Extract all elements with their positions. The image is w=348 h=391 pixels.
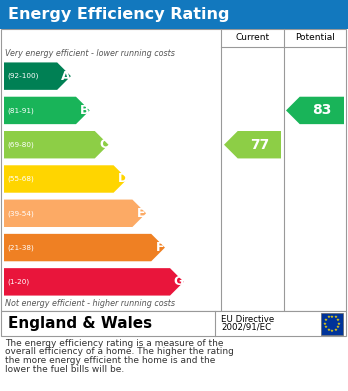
Bar — [1, 311, 346, 336]
Text: G: G — [174, 275, 184, 288]
Polygon shape — [286, 97, 344, 124]
Polygon shape — [4, 199, 146, 227]
Text: E: E — [137, 207, 145, 220]
Text: F: F — [156, 241, 164, 254]
Text: Very energy efficient - lower running costs: Very energy efficient - lower running co… — [5, 49, 175, 58]
Text: ★: ★ — [324, 325, 328, 329]
Polygon shape — [4, 234, 165, 261]
Polygon shape — [4, 268, 184, 296]
Text: EU Directive: EU Directive — [221, 315, 274, 324]
Text: A: A — [61, 70, 71, 83]
Text: ★: ★ — [324, 318, 328, 322]
Text: 83: 83 — [312, 104, 332, 117]
Text: (21-38): (21-38) — [7, 244, 34, 251]
Text: the more energy efficient the home is and the: the more energy efficient the home is an… — [5, 356, 215, 365]
Bar — [0, 0, 348, 29]
Text: (1-20): (1-20) — [7, 279, 29, 285]
Text: 2002/91/EC: 2002/91/EC — [221, 323, 271, 332]
Text: (92-100): (92-100) — [7, 73, 38, 79]
Text: Not energy efficient - higher running costs: Not energy efficient - higher running co… — [5, 299, 175, 308]
Text: C: C — [99, 138, 108, 151]
Text: (69-80): (69-80) — [7, 142, 34, 148]
Text: ★: ★ — [330, 328, 334, 332]
Text: (55-68): (55-68) — [7, 176, 34, 182]
Text: ★: ★ — [326, 328, 331, 332]
Text: (39-54): (39-54) — [7, 210, 34, 217]
Text: overall efficiency of a home. The higher the rating: overall efficiency of a home. The higher… — [5, 348, 234, 357]
Text: (81-91): (81-91) — [7, 107, 34, 114]
Text: England & Wales: England & Wales — [8, 316, 152, 331]
Text: ★: ★ — [337, 321, 341, 325]
Text: ★: ★ — [330, 314, 334, 319]
Text: Potential: Potential — [295, 34, 335, 43]
Text: ★: ★ — [323, 321, 327, 325]
Bar — [321, 312, 343, 334]
Text: ★: ★ — [326, 316, 331, 319]
Text: ★: ★ — [336, 318, 340, 322]
Text: D: D — [117, 172, 128, 185]
Text: Current: Current — [236, 34, 270, 43]
Text: lower the fuel bills will be.: lower the fuel bills will be. — [5, 364, 124, 373]
Polygon shape — [4, 97, 90, 124]
Text: ★: ★ — [334, 316, 338, 319]
Text: ★: ★ — [334, 328, 338, 332]
Polygon shape — [4, 131, 109, 158]
Text: B: B — [80, 104, 90, 117]
Text: The energy efficiency rating is a measure of the: The energy efficiency rating is a measur… — [5, 339, 223, 348]
Polygon shape — [224, 131, 281, 158]
Polygon shape — [4, 63, 71, 90]
Polygon shape — [4, 165, 127, 193]
Bar — [1, 29, 346, 311]
Text: 77: 77 — [250, 138, 269, 152]
Text: ★: ★ — [336, 325, 340, 329]
Text: Energy Efficiency Rating: Energy Efficiency Rating — [8, 7, 229, 22]
